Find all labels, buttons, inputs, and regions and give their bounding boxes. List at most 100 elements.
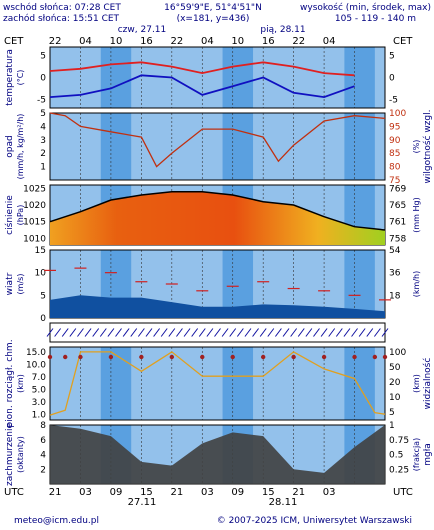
- wind-direction-arrow: [153, 328, 160, 337]
- wind-direction-arrow: [130, 328, 138, 337]
- y-axis-title: pion. rozciągł. chm.: [5, 339, 15, 427]
- y-tick-label: 1010: [23, 234, 46, 244]
- wind-direction-arrow: [77, 328, 84, 337]
- precipitation-panel: opad (mm/h, kg/m²/h) wilgotność wzgl.(%) 5 4…: [5, 109, 433, 186]
- top-tz-right: CET: [393, 36, 413, 47]
- cloud-top-dot: [321, 354, 327, 360]
- y2-tick-label: 54: [389, 246, 401, 256]
- top-hour-label: 04: [323, 36, 336, 47]
- night-band: [50, 47, 101, 108]
- y2-tick-label: 0: [389, 74, 395, 84]
- y2-axis-unit: (km): [412, 374, 421, 393]
- wind-direction-arrow: [221, 328, 229, 337]
- bottom-hour-label: 03: [201, 487, 214, 498]
- wind-speed-area: [50, 295, 385, 318]
- cloud-top-dot: [78, 354, 83, 360]
- wind-direction-panel: [46, 322, 389, 343]
- day-label-top-2: pią, 28.11: [260, 25, 305, 35]
- y2-axis-unit: (%): [412, 140, 421, 154]
- wind-direction-arrow: [115, 328, 122, 337]
- y-tick-label: 1.0: [32, 411, 47, 421]
- wind-direction-arrow: [176, 328, 183, 337]
- wind-direction-arrow: [183, 328, 191, 337]
- wind-direction-arrow: [335, 328, 343, 337]
- wind-direction-arrow: [328, 328, 336, 337]
- wind-direction-arrow: [145, 328, 153, 337]
- y-axis-unit: (km): [16, 374, 25, 393]
- y-axis-unit: (mm/h, kg/m²/h): [16, 114, 25, 180]
- cloud-panel: zachmurzenie (oktanty) mgła(frakcja) 8 6 4 2 1 0…: [5, 421, 433, 486]
- day-label-top-1: czw, 27.11: [118, 25, 167, 35]
- wind-direction-arrow: [305, 328, 313, 337]
- bottom-hour-label: 21: [292, 487, 305, 498]
- y2-axis-title: mgła: [423, 443, 433, 466]
- top-hour-label: 04: [201, 36, 214, 47]
- y2-tick-label: 761: [389, 218, 406, 228]
- cloud-top-dot: [63, 354, 68, 360]
- y-tick-label: 5.0: [32, 386, 47, 396]
- top-hour-label: 22: [292, 36, 305, 47]
- y-axis-unit: (oktanty): [16, 436, 25, 473]
- wind-direction-arrow: [46, 328, 54, 337]
- top-hour-label: 04: [79, 36, 92, 47]
- wind-direction-arrow: [61, 328, 69, 337]
- top-hour-label: 16: [262, 36, 275, 47]
- wind-direction-arrow: [366, 328, 374, 337]
- y2-tick-label: 0.25: [389, 465, 409, 475]
- y2-tick-label: 10: [389, 393, 401, 403]
- bottom-hour-label: 15: [140, 487, 153, 498]
- panel-background: [50, 347, 385, 420]
- y2-tick-label: 0.75: [389, 436, 409, 446]
- bottom-hour-label: 15: [262, 487, 275, 498]
- humidity-line: [49, 112, 386, 168]
- wind-direction-arrow: [320, 328, 328, 337]
- y-axis-title: ciśnienie: [4, 195, 15, 235]
- bottom-tz-right: UTC: [393, 487, 413, 498]
- y-axis-title: opad: [5, 135, 15, 157]
- wind-direction-arrow: [54, 328, 62, 337]
- top-hour-label: 10: [110, 36, 123, 47]
- pressure-line: [49, 190, 386, 231]
- y2-axis-title: widzialność: [422, 358, 433, 410]
- height-label: wysokość (min, środek, max): [300, 2, 431, 13]
- day-label-bottom-2: 28.11: [269, 497, 298, 508]
- wind-direction-arrow: [343, 328, 351, 337]
- top-tz-left: CET: [4, 36, 24, 47]
- wind-direction-arrow: [198, 328, 206, 337]
- y2-tick-label: 758: [389, 234, 406, 244]
- y-tick-label: 0: [40, 314, 46, 324]
- panel-background: [50, 113, 385, 180]
- wind-direction-arrow: [373, 328, 381, 337]
- wind-direction-arrow: [275, 328, 282, 337]
- bottom-hour-label: 03: [323, 487, 336, 498]
- y-tick-label: 1: [40, 163, 46, 173]
- y-tick-label: 1025: [23, 184, 46, 194]
- y2-axis-title: wilgotność wzgl.: [422, 110, 433, 184]
- wind-direction-arrow: [351, 328, 358, 337]
- cloud-top-dot: [108, 354, 114, 360]
- wind-direction-arrow: [381, 328, 389, 337]
- y-tick-label: 3: [40, 136, 46, 146]
- wind-direction-arrow: [252, 328, 259, 337]
- grid-text: (x=181, y=436): [177, 14, 250, 24]
- wind-direction-arrow: [259, 328, 267, 337]
- top-hour-label: 10: [231, 36, 244, 47]
- y2-axis-unit: (mm Hg): [412, 197, 421, 232]
- bottom-tz-left: UTC: [4, 487, 24, 498]
- top-hour-label: 22: [49, 36, 62, 47]
- wind-direction-arrow: [122, 328, 130, 337]
- y2-tick-label: 75: [389, 176, 400, 186]
- footer-email[interactable]: meteo@icm.edu.pl: [14, 516, 99, 526]
- night-band: [131, 113, 223, 180]
- cloud-top-dot: [352, 354, 357, 360]
- top-hour-labels: 22 04 10 16 22 04 10 16 22 04: [49, 36, 336, 47]
- y-tick-label: 5: [40, 52, 46, 62]
- y-tick-label: 7.0: [32, 373, 47, 383]
- y2-axis-unit: (km/h): [412, 271, 421, 297]
- wind-direction-arrow: [290, 328, 298, 337]
- wind-direction-arrow: [168, 328, 176, 337]
- y-tick-label: 3.0: [32, 398, 47, 408]
- y-tick-label: -5: [37, 95, 46, 105]
